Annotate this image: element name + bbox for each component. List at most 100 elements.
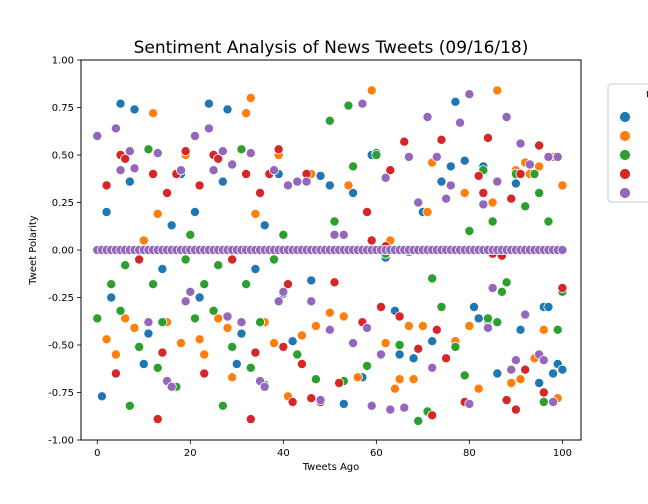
data-point-s3-55 xyxy=(520,364,531,375)
data-point-s3-48 xyxy=(482,132,493,143)
data-point-s4-52 xyxy=(482,322,493,333)
data-point-s0-57 xyxy=(548,368,559,379)
data-point-s4-45 xyxy=(431,151,442,162)
data-point-s4-60 xyxy=(524,159,535,170)
data-point-s0-37 xyxy=(394,349,405,360)
data-point-s1-40 xyxy=(459,187,470,198)
data-point-s2-57 xyxy=(552,324,563,335)
data-point-s3-42 xyxy=(431,324,442,335)
data-point-s0-0 xyxy=(96,391,107,402)
data-point-s4-13 xyxy=(203,123,214,134)
data-point-s4-10 xyxy=(180,296,191,307)
data-point-s3-10 xyxy=(180,146,191,157)
data-point-s3-52 xyxy=(506,193,517,204)
y-axis: -1.00 -0.75 -0.50 -0.25 0.00 0.25 0.50 0.75 1.00 xyxy=(48,56,81,447)
data-point-s2-42 xyxy=(450,341,461,352)
data-point-s4-30 xyxy=(324,324,335,335)
data-point-s1-19 xyxy=(269,338,280,349)
data-point-s2-55 xyxy=(538,396,549,407)
chart-title: Sentiment Analysis of News Tweets (09/16… xyxy=(134,38,529,58)
data-point-s2-56 xyxy=(543,216,554,227)
data-point-s1-33 xyxy=(394,374,405,385)
data-point-s4-51 xyxy=(478,199,489,210)
data-point-s4-47 xyxy=(445,180,456,191)
data-point-s1-24 xyxy=(310,320,321,331)
data-point-s1-0 xyxy=(101,334,112,345)
data-point-s4-19 xyxy=(245,148,256,159)
data-point-s3-44 xyxy=(441,353,452,364)
data-point-s4-9 xyxy=(175,165,186,176)
data-point-s4-49 xyxy=(464,89,475,100)
data-point-s4-28 xyxy=(306,296,317,307)
data-point-s1-27 xyxy=(343,180,354,191)
data-point-s3-21 xyxy=(273,144,284,155)
data-point-s2-54 xyxy=(534,187,545,198)
y-tick-label: -0.50 xyxy=(48,341,74,352)
data-point-s0-19 xyxy=(231,358,242,369)
data-point-s4-23 xyxy=(273,296,284,307)
data-point-s4-14 xyxy=(208,165,219,176)
data-point-s0-23 xyxy=(259,220,270,231)
data-point-s0-13 xyxy=(189,206,200,217)
legend-marker-3 xyxy=(619,168,631,180)
data-point-s4-0 xyxy=(92,130,103,141)
x-tick-label: 100 xyxy=(553,448,572,459)
data-point-s3-41 xyxy=(427,410,438,421)
data-point-s4-43 xyxy=(422,112,433,123)
data-point-s3-3 xyxy=(120,153,131,164)
data-point-s2-22 xyxy=(255,317,266,328)
data-point-s3-54 xyxy=(515,168,526,179)
data-point-s0-17 xyxy=(217,176,228,187)
data-point-s0-28 xyxy=(315,170,326,181)
legend-box xyxy=(607,83,648,203)
data-point-s2-14 xyxy=(199,279,210,290)
data-point-s2-26 xyxy=(292,349,303,360)
data-point-s4-44 xyxy=(427,362,438,373)
data-point-s2-48 xyxy=(492,317,503,328)
data-point-s4-33 xyxy=(348,338,359,349)
data-point-s2-2 xyxy=(115,305,126,316)
data-point-s4-3 xyxy=(124,146,135,157)
data-point-s4-58 xyxy=(515,138,526,149)
data-point-s3-24 xyxy=(287,396,298,407)
data-point-s1-12 xyxy=(213,313,224,324)
y-tick-label: -1.00 xyxy=(48,436,74,447)
data-point-s3-27 xyxy=(306,393,317,404)
y-axis-label: Tweet Polarity xyxy=(28,215,39,286)
data-point-s4-22 xyxy=(269,165,280,176)
data-point-s4-5 xyxy=(143,317,154,328)
data-point-s1-3 xyxy=(129,322,140,333)
data-point-s2-38 xyxy=(413,415,424,426)
data-point-s4-62 xyxy=(538,355,549,366)
legend-marker-0 xyxy=(619,111,631,123)
data-point-s4-6 xyxy=(152,148,163,159)
data-point-s3-51 xyxy=(501,395,512,406)
data-point-s2-3 xyxy=(120,260,131,271)
legend-title: U xyxy=(646,90,648,101)
data-point-s4-40 xyxy=(399,402,410,413)
data-point-s1-36 xyxy=(417,320,428,331)
data-point-s0-8 xyxy=(143,328,154,339)
data-point-s4-59 xyxy=(520,309,531,320)
x-tick-label: 80 xyxy=(463,448,476,459)
data-point-s3-47 xyxy=(478,187,489,198)
data-point-s1-6 xyxy=(152,208,163,219)
data-point-s3-14 xyxy=(213,153,224,164)
data-point-s3-43 xyxy=(436,134,447,145)
data-point-s4-26 xyxy=(292,176,303,187)
data-point-s4-12 xyxy=(189,130,200,141)
legend-marker-4 xyxy=(619,187,631,199)
data-point-s2-29 xyxy=(329,216,340,227)
data-point-s1-4 xyxy=(138,235,149,246)
data-point-s0-52 xyxy=(515,324,526,335)
data-point-s0-45 xyxy=(469,301,480,312)
data-point-s3-46 xyxy=(473,170,484,181)
data-point-s0-29 xyxy=(324,180,335,191)
data-point-s4-46 xyxy=(441,193,452,204)
x-axis: 0 20 40 60 80 100 xyxy=(94,440,572,459)
data-point-s0-10 xyxy=(157,263,168,274)
data-point-s2-53 xyxy=(529,168,540,179)
data-point-s2-6 xyxy=(143,144,154,155)
data-point-s4-54 xyxy=(492,176,503,187)
data-point-s3-38 xyxy=(399,136,410,147)
